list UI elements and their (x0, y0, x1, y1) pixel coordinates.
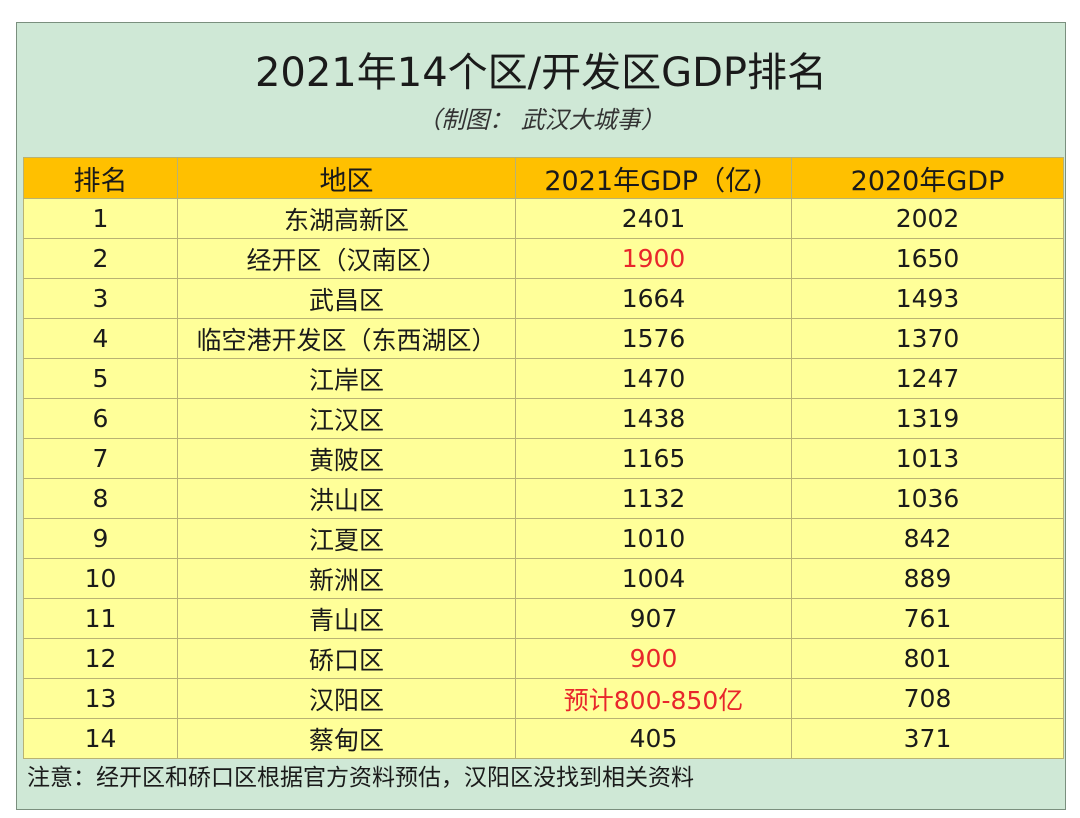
rank-cell: 9 (23, 518, 178, 559)
district-cell: 青山区 (177, 598, 516, 639)
gdp-2020-cell: 2002 (791, 198, 1064, 239)
table-row: 4 临空港开发区（东西湖区） 1576 1370 (23, 318, 1064, 359)
gdp-2021-cell-estimated: 900 (515, 638, 792, 679)
gdp-2020-cell: 371 (791, 718, 1064, 759)
rank-cell: 14 (23, 718, 178, 759)
gdp-2021-cell: 2401 (515, 198, 792, 239)
gdp-2021-cell-estimated: 1900 (515, 238, 792, 279)
gdp-2020-cell: 1013 (791, 438, 1064, 479)
rank-cell: 6 (23, 398, 178, 439)
gdp-2020-cell: 1370 (791, 318, 1064, 359)
district-cell: 临空港开发区（东西湖区） (177, 318, 516, 359)
gdp-2020-cell: 801 (791, 638, 1064, 679)
table-row: 8 洪山区 1132 1036 (23, 478, 1064, 519)
rank-cell: 1 (23, 198, 178, 239)
rank-cell: 4 (23, 318, 178, 359)
gdp-2020-cell: 889 (791, 558, 1064, 599)
footnote: 注意：经开区和硚口区根据官方资料预估，汉阳区没找到相关资料 (27, 765, 694, 791)
header-gdp-2021: 2021年GDP（亿) (515, 157, 792, 199)
gdp-2020-cell: 1650 (791, 238, 1064, 279)
gdp-2021-cell: 1664 (515, 278, 792, 319)
district-cell: 汉阳区 (177, 678, 516, 719)
gdp-2021-cell: 907 (515, 598, 792, 639)
rank-cell: 5 (23, 358, 178, 399)
rank-cell: 2 (23, 238, 178, 279)
table-row: 3 武昌区 1664 1493 (23, 278, 1064, 319)
district-cell: 武昌区 (177, 278, 516, 319)
rank-cell: 12 (23, 638, 178, 679)
gdp-2021-cell: 405 (515, 718, 792, 759)
page-subtitle: （制图： 武汉大城事） (417, 106, 665, 134)
gdp-2020-cell: 1493 (791, 278, 1064, 319)
table-row: 13 汉阳区 预计800-850亿 708 (23, 678, 1064, 719)
gdp-2020-cell: 708 (791, 678, 1064, 719)
gdp-2021-cell-estimated: 预计800-850亿 (515, 678, 792, 719)
gdp-2020-cell: 842 (791, 518, 1064, 559)
rank-cell: 8 (23, 478, 178, 519)
rank-cell: 3 (23, 278, 178, 319)
district-cell: 蔡甸区 (177, 718, 516, 759)
district-cell: 经开区（汉南区） (177, 238, 516, 279)
gdp-2020-cell: 1319 (791, 398, 1064, 439)
gdp-table: 排名 地区 2021年GDP（亿) 2020年GDP 1 东湖高新区 2401 … (23, 157, 1064, 759)
rank-cell: 13 (23, 678, 178, 719)
gdp-2021-cell: 1132 (515, 478, 792, 519)
district-cell: 江夏区 (177, 518, 516, 559)
title-block: 2021年14个区/开发区GDP排名 （制图： 武汉大城事） (17, 23, 1065, 157)
gdp-2021-cell: 1576 (515, 318, 792, 359)
district-cell: 江岸区 (177, 358, 516, 399)
header-district: 地区 (177, 157, 516, 199)
gdp-ranking-sheet: 2021年14个区/开发区GDP排名 （制图： 武汉大城事） 排名 地区 202… (16, 22, 1066, 810)
table-row: 2 经开区（汉南区） 1900 1650 (23, 238, 1064, 279)
gdp-2020-cell: 1036 (791, 478, 1064, 519)
table-row: 10 新洲区 1004 889 (23, 558, 1064, 599)
gdp-2021-cell: 1165 (515, 438, 792, 479)
rank-cell: 11 (23, 598, 178, 639)
district-cell: 洪山区 (177, 478, 516, 519)
district-cell: 新洲区 (177, 558, 516, 599)
gdp-2021-cell: 1010 (515, 518, 792, 559)
table-row: 6 江汉区 1438 1319 (23, 398, 1064, 439)
header-gdp-2020: 2020年GDP (791, 157, 1064, 199)
district-cell: 江汉区 (177, 398, 516, 439)
table-row: 9 江夏区 1010 842 (23, 518, 1064, 559)
table-row: 7 黄陂区 1165 1013 (23, 438, 1064, 479)
district-cell: 硚口区 (177, 638, 516, 679)
table-row: 11 青山区 907 761 (23, 598, 1064, 639)
table-header-row: 排名 地区 2021年GDP（亿) 2020年GDP (23, 157, 1064, 199)
table-row: 12 硚口区 900 801 (23, 638, 1064, 679)
table-row: 14 蔡甸区 405 371 (23, 718, 1064, 759)
gdp-2021-cell: 1438 (515, 398, 792, 439)
page-title: 2021年14个区/开发区GDP排名 (254, 50, 828, 96)
gdp-2021-cell: 1470 (515, 358, 792, 399)
gdp-2020-cell: 1247 (791, 358, 1064, 399)
gdp-2021-cell: 1004 (515, 558, 792, 599)
rank-cell: 7 (23, 438, 178, 479)
district-cell: 黄陂区 (177, 438, 516, 479)
gdp-2020-cell: 761 (791, 598, 1064, 639)
table-row: 5 江岸区 1470 1247 (23, 358, 1064, 399)
rank-cell: 10 (23, 558, 178, 599)
district-cell: 东湖高新区 (177, 198, 516, 239)
header-rank: 排名 (23, 157, 178, 199)
table-row: 1 东湖高新区 2401 2002 (23, 198, 1064, 239)
